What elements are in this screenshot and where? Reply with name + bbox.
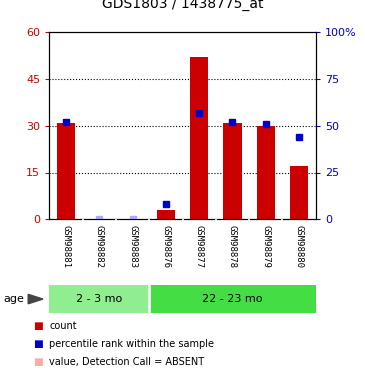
Text: GSM98877: GSM98877 — [195, 225, 204, 268]
Text: GSM98880: GSM98880 — [295, 225, 304, 268]
Bar — [290, 166, 308, 219]
Bar — [257, 126, 275, 219]
Text: count: count — [49, 321, 77, 331]
Text: 22 - 23 mo: 22 - 23 mo — [202, 294, 263, 304]
Text: GSM98882: GSM98882 — [95, 225, 104, 268]
Text: value, Detection Call = ABSENT: value, Detection Call = ABSENT — [49, 357, 204, 367]
Text: 2 - 3 mo: 2 - 3 mo — [76, 294, 122, 304]
Text: percentile rank within the sample: percentile rank within the sample — [49, 339, 214, 349]
Text: GSM98878: GSM98878 — [228, 225, 237, 268]
Text: ■: ■ — [33, 321, 43, 331]
Text: ■: ■ — [33, 357, 43, 367]
Text: GSM98879: GSM98879 — [261, 225, 270, 268]
Text: GSM98876: GSM98876 — [161, 225, 170, 268]
Bar — [157, 210, 175, 219]
Text: GSM98883: GSM98883 — [128, 225, 137, 268]
Bar — [190, 57, 208, 219]
Bar — [57, 123, 75, 219]
Text: ■: ■ — [33, 339, 43, 349]
Bar — [223, 123, 242, 219]
Polygon shape — [28, 294, 43, 304]
Bar — [49, 285, 149, 313]
Text: GSM98881: GSM98881 — [61, 225, 70, 268]
Text: age: age — [4, 294, 24, 304]
Text: GDS1803 / 1438775_at: GDS1803 / 1438775_at — [102, 0, 263, 11]
Bar — [149, 285, 316, 313]
